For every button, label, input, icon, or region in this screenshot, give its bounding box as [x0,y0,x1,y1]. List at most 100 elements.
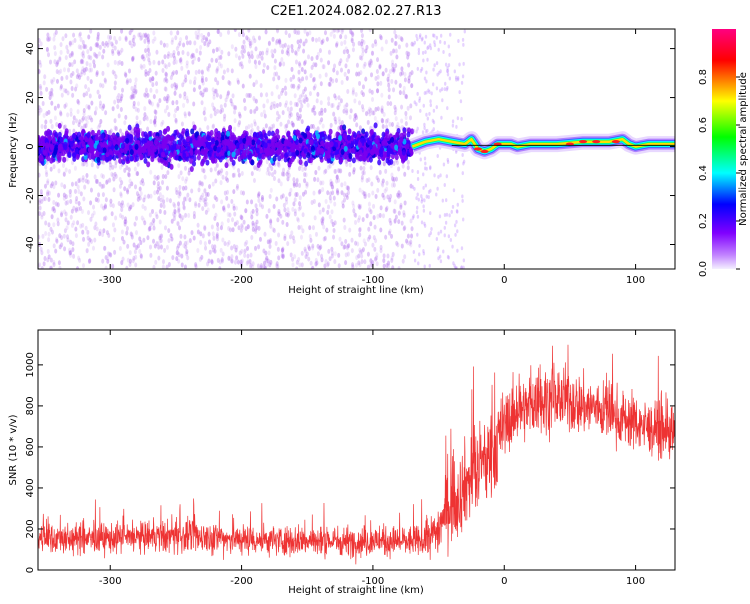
spectrogram-point [105,179,109,185]
spectrogram-point [240,258,244,264]
spectrogram-point [193,76,197,82]
spectrogram-point [38,69,41,75]
spectrogram-point [38,83,42,89]
spectrogram-point [64,130,69,137]
spectrogram-point [386,263,390,269]
spectrogram-point [206,207,210,213]
spectrogram-point [206,261,210,267]
spectrogram-point [393,40,397,46]
spectrogram-point [327,60,331,66]
spectrogram-point [133,166,137,172]
spectrogram-point [102,228,106,234]
spectrogram-point [101,232,105,238]
spectrogram-point [194,203,198,209]
spectrogram-point [230,258,234,264]
spectrogram-point [356,241,360,247]
spectrogram-point [127,172,131,178]
spectrogram-point [404,94,408,100]
spectrogram-point [76,220,80,226]
spectrogram-point [62,67,66,73]
spectrogram-point [176,30,180,36]
spectrogram-point [95,53,99,59]
spectrogram-point [397,34,401,40]
spectrogram-point [275,38,279,44]
spectrogram-point [139,253,143,259]
spectrogram-point [143,112,147,118]
spectrogram-point [57,192,61,198]
spectrogram-point [114,39,118,45]
spectrogram-point [212,105,216,111]
spectrogram-point [75,196,79,202]
spectrogram-point [153,139,158,146]
spectrogram-point [173,86,177,92]
spectrogram-point [72,253,76,259]
spectrogram-point [128,136,133,143]
spectrogram-point [405,50,409,56]
spectrogram-point [227,226,231,232]
spectrogram-point [263,148,268,155]
spectrogram-point [269,223,273,229]
spectrogram-point [207,63,211,69]
spectrogram-point [387,260,391,266]
spectrogram-point [136,171,140,177]
spectrogram-point [57,260,61,266]
spectrogram-point [55,237,59,243]
spectrogram-point [72,32,76,38]
spectrogram-point [250,127,254,133]
spectrogram-point [221,174,225,180]
spectrogram-point [349,29,353,35]
spectrogram-point [316,91,320,97]
spectrogram-point [365,177,369,183]
spectrogram-point [303,178,307,184]
spectrogram-point [257,225,261,231]
spectrogram-point [166,170,170,176]
spectrogram-point [249,263,253,269]
spectrogram-point [284,90,288,96]
spectrogram-point [302,41,306,47]
spectrogram-point [303,132,308,139]
spectrogram-point [203,188,207,194]
spectrogram-point [190,54,194,60]
spectrogram-point [152,180,156,186]
spectrogram-point [365,111,369,117]
spectrogram-point [178,41,182,47]
spectrogram-point [107,34,111,40]
spectrogram-point [43,256,47,262]
spectrogram-point [202,110,206,116]
spectrogram-point [207,231,211,237]
spectrogram-point [89,67,93,73]
spectrogram-point [58,265,62,269]
spectrogram-point [91,153,96,160]
spectrogram-point [410,70,414,76]
spectrogram-point [321,38,325,44]
spectrogram-point [77,100,81,106]
spectrogram-point [380,107,384,113]
spectrogram-point [248,93,252,99]
spectrogram-point [404,93,408,99]
spectrogram-point [331,29,335,34]
spectrogram-point [169,30,173,36]
spectrogram-point [301,76,305,82]
spectrogram-point [246,259,250,265]
spectrogram-point [210,244,214,250]
spectrogram-point [230,245,234,251]
spectrogram-point [252,82,256,88]
spectrogram-point [66,49,70,55]
spectrogram-point [415,196,418,201]
spectrogram-point [290,43,294,49]
spectrogram-point [409,239,413,245]
spectrogram-point [213,111,217,117]
spectrogram-point [146,92,150,98]
spectrogram-point [102,183,106,189]
spectrogram-point [282,61,286,67]
spectrogram-point [272,103,276,109]
spectrogram-point [213,157,218,164]
spectrogram-point [367,192,371,198]
spectrogram-point [322,224,326,230]
spectrogram-point [221,251,225,257]
spectrogram-point [64,200,68,206]
spectrogram-point [128,262,132,268]
spectrogram-point [363,150,368,157]
spectrogram-point [135,191,139,197]
spectrogram-point [210,224,214,230]
